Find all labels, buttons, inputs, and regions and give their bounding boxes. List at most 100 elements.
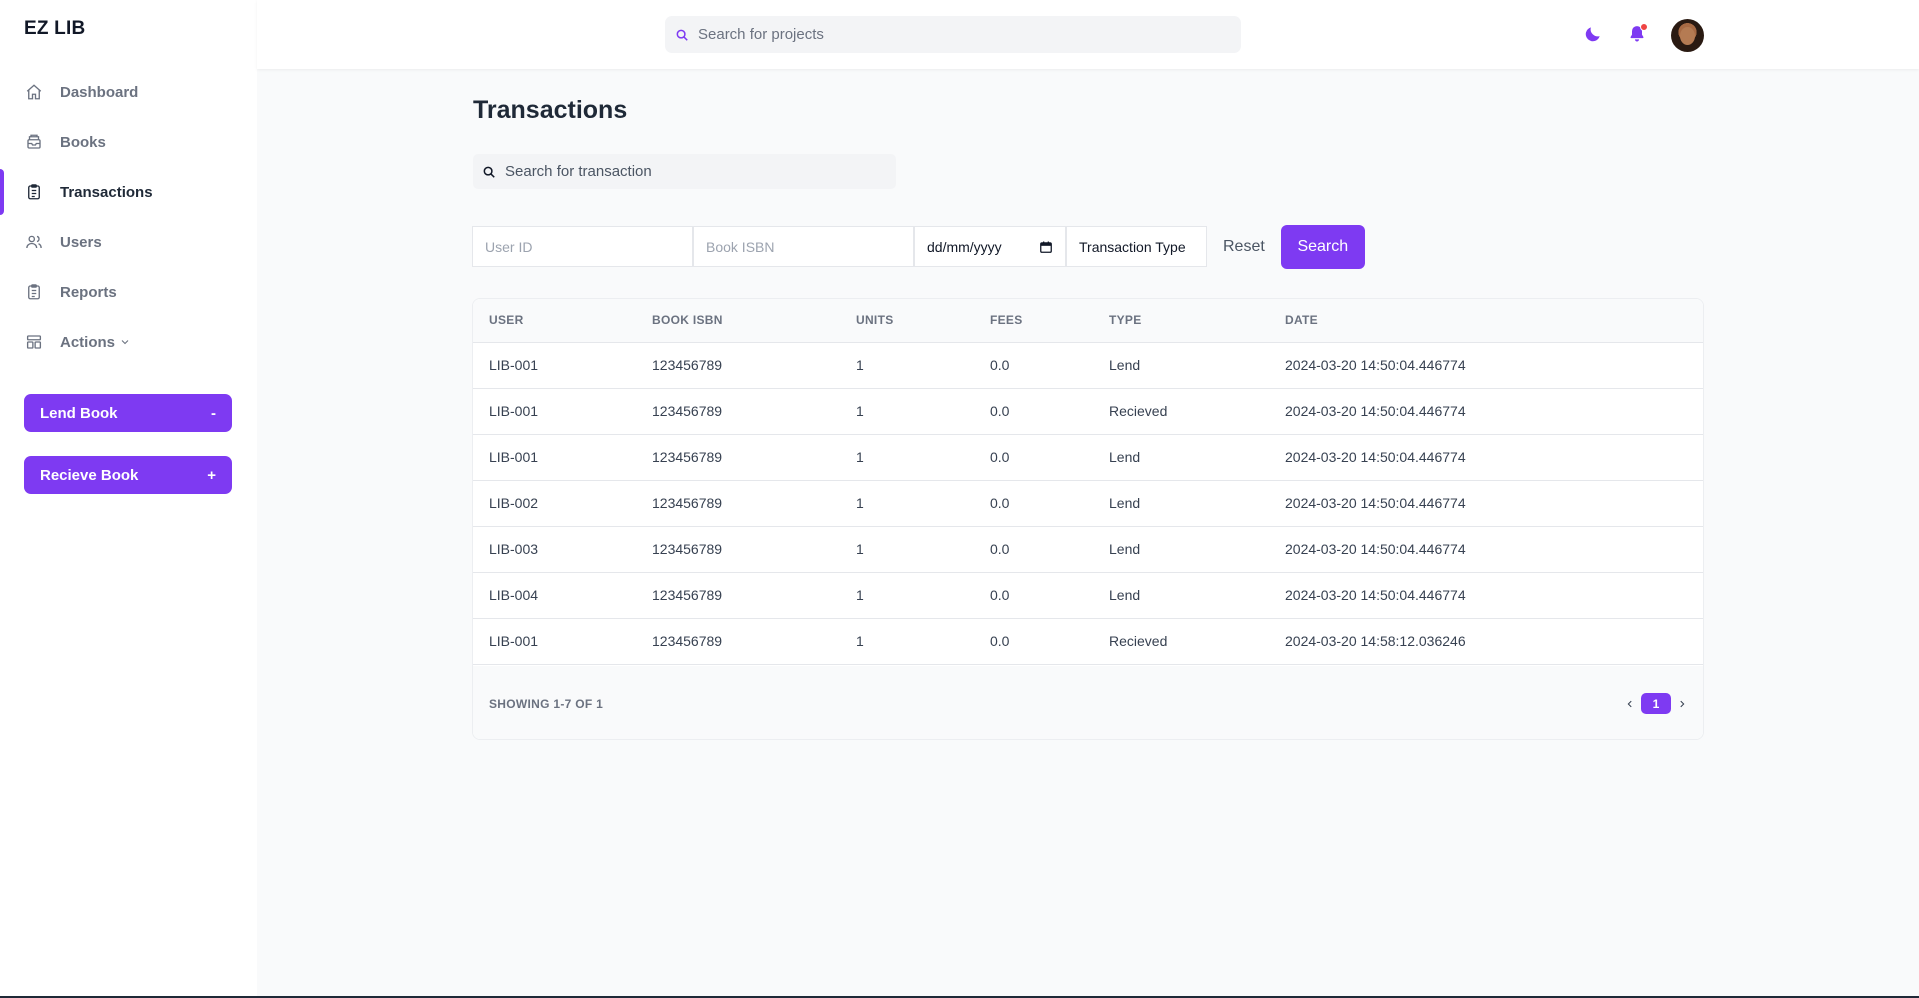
fees-cell: 0.0 xyxy=(990,495,1010,511)
units-cell: 1 xyxy=(856,357,864,373)
units-cell: 1 xyxy=(856,495,864,511)
receive-book-button[interactable]: Recieve Book + xyxy=(24,456,232,494)
date-cell: 2024-03-20 14:50:04.446774 xyxy=(1285,541,1466,557)
sidebar-item-label: Users xyxy=(60,233,102,251)
top-header xyxy=(257,0,1919,69)
user-cell: LIB-001 xyxy=(489,403,539,419)
pagination: 1 xyxy=(1625,693,1687,714)
date-cell: 2024-03-20 14:50:04.446774 xyxy=(1285,449,1466,465)
type-cell: Recieved xyxy=(1109,633,1168,649)
sidebar-item-users[interactable]: Users xyxy=(0,217,257,267)
units-cell: 1 xyxy=(856,449,864,465)
notification-dot xyxy=(1640,23,1648,31)
units-cell: 1 xyxy=(856,403,864,419)
type-cell: Lend xyxy=(1109,495,1141,511)
calendar-icon[interactable] xyxy=(1039,240,1053,254)
user-cell: LIB-004 xyxy=(489,587,539,603)
users-icon xyxy=(25,233,43,251)
bottom-divider xyxy=(0,996,1919,998)
column-header-units: UNITS xyxy=(840,299,974,343)
type-cell: Lend xyxy=(1109,449,1141,465)
date-cell: 2024-03-20 14:58:12.036246 xyxy=(1285,633,1466,649)
transaction-type-select[interactable]: Transaction Type xyxy=(1066,226,1207,267)
inbox-icon xyxy=(25,133,43,151)
isbn-cell: 123456789 xyxy=(652,449,723,465)
table-row[interactable]: LIB-002 123456789 1 0.0 Lend 2024-03-20 14:50… xyxy=(473,480,1703,526)
sidebar-item-label: Books xyxy=(60,133,106,151)
date-cell: 2024-03-20 14:50:04.446774 xyxy=(1285,587,1466,603)
chevron-right-icon[interactable] xyxy=(1677,696,1687,712)
sidebar-item-label: Dashboard xyxy=(60,83,139,101)
table-row[interactable]: LIB-001 123456789 1 0.0 Recieved 2024-03-20 1… xyxy=(473,618,1703,664)
lend-book-button[interactable]: Lend Book - xyxy=(24,394,232,432)
avatar[interactable] xyxy=(1671,19,1704,52)
table-row[interactable]: LIB-001 123456789 1 0.0 Lend 2024-03-20 14:50… xyxy=(473,434,1703,480)
column-header-isbn: BOOK ISBN xyxy=(636,299,840,343)
isbn-cell: 123456789 xyxy=(652,633,723,649)
user-id-input[interactable] xyxy=(472,226,693,267)
table-row[interactable]: LIB-003 123456789 1 0.0 Lend 2024-03-20 14:50… xyxy=(473,526,1703,572)
table-row[interactable]: LIB-004 123456789 1 0.0 Lend 2024-03-20 14:50… xyxy=(473,572,1703,618)
showing-count: SHOWING 1-7 OF 1 xyxy=(489,696,604,711)
isbn-cell: 123456789 xyxy=(652,495,723,511)
isbn-cell: 123456789 xyxy=(652,357,723,373)
search-button[interactable]: Search xyxy=(1280,224,1365,269)
table-header-row: USER BOOK ISBN UNITS FEES TYPE DATE xyxy=(473,299,1703,343)
transaction-search-bar xyxy=(473,154,896,189)
fees-cell: 0.0 xyxy=(990,587,1010,603)
layout-icon xyxy=(25,333,43,351)
fees-cell: 0.0 xyxy=(990,449,1010,465)
clipboard-icon xyxy=(25,283,43,301)
column-header-user: USER xyxy=(473,299,636,343)
moon-icon[interactable] xyxy=(1583,24,1605,46)
chevron-down-icon[interactable] xyxy=(119,336,131,348)
filter-bar: dd/mm/yyyy Transaction Type Reset Search xyxy=(472,224,1365,269)
bell-icon[interactable] xyxy=(1627,23,1649,46)
search-icon xyxy=(676,29,688,41)
receive-book-label: Recieve Book xyxy=(40,466,139,484)
home-icon xyxy=(25,83,43,101)
transaction-search-input[interactable] xyxy=(505,163,885,180)
project-search-bar xyxy=(665,16,1241,53)
column-header-type: TYPE xyxy=(1093,299,1269,343)
fees-cell: 0.0 xyxy=(990,633,1010,649)
table-row[interactable]: LIB-001 123456789 1 0.0 Lend 2024-03-20 14:50… xyxy=(473,342,1703,388)
clipboard-icon xyxy=(25,183,43,201)
user-cell: LIB-001 xyxy=(489,449,539,465)
sidebar: EZ LIB Dashboard Books Transactions User… xyxy=(0,0,257,996)
sidebar-item-books[interactable]: Books xyxy=(0,117,257,167)
sidebar-item-transactions[interactable]: Transactions xyxy=(0,167,257,217)
units-cell: 1 xyxy=(856,633,864,649)
project-search-input[interactable] xyxy=(698,26,1218,43)
sidebar-item-reports[interactable]: Reports xyxy=(0,267,257,317)
sidebar-item-label: Reports xyxy=(60,283,117,301)
sidebar-item-actions[interactable]: Actions xyxy=(0,317,257,367)
fees-cell: 0.0 xyxy=(990,403,1010,419)
sidebar-item-dashboard[interactable]: Dashboard xyxy=(0,67,257,117)
units-cell: 1 xyxy=(856,587,864,603)
date-cell: 2024-03-20 14:50:04.446774 xyxy=(1285,403,1466,419)
isbn-cell: 123456789 xyxy=(652,541,723,557)
page-title: Transactions xyxy=(473,96,628,124)
user-cell: LIB-001 xyxy=(489,357,539,373)
brand-logo[interactable]: EZ LIB xyxy=(24,18,86,39)
type-cell: Lend xyxy=(1109,357,1141,373)
transactions-table: USER BOOK ISBN UNITS FEES TYPE DATE LIB-… xyxy=(472,298,1704,740)
type-cell: Lend xyxy=(1109,587,1141,603)
type-cell: Recieved xyxy=(1109,403,1168,419)
page-button[interactable]: 1 xyxy=(1641,693,1671,714)
date-input[interactable]: dd/mm/yyyy xyxy=(914,226,1066,267)
reset-button[interactable]: Reset xyxy=(1223,237,1265,255)
search-icon xyxy=(483,166,495,178)
fees-cell: 0.0 xyxy=(990,357,1010,373)
chevron-left-icon[interactable] xyxy=(1625,696,1635,712)
units-cell: 1 xyxy=(856,541,864,557)
sidebar-nav: Dashboard Books Transactions Users Repor… xyxy=(0,67,257,367)
book-isbn-input[interactable] xyxy=(693,226,914,267)
table-row[interactable]: LIB-001 123456789 1 0.0 Recieved 2024-03-20 1… xyxy=(473,388,1703,434)
user-cell: LIB-001 xyxy=(489,633,539,649)
user-cell: LIB-003 xyxy=(489,541,539,557)
table-footer: SHOWING 1-7 OF 1 1 xyxy=(473,666,1703,739)
lend-book-label: Lend Book xyxy=(40,404,118,422)
column-header-date: DATE xyxy=(1269,299,1703,343)
